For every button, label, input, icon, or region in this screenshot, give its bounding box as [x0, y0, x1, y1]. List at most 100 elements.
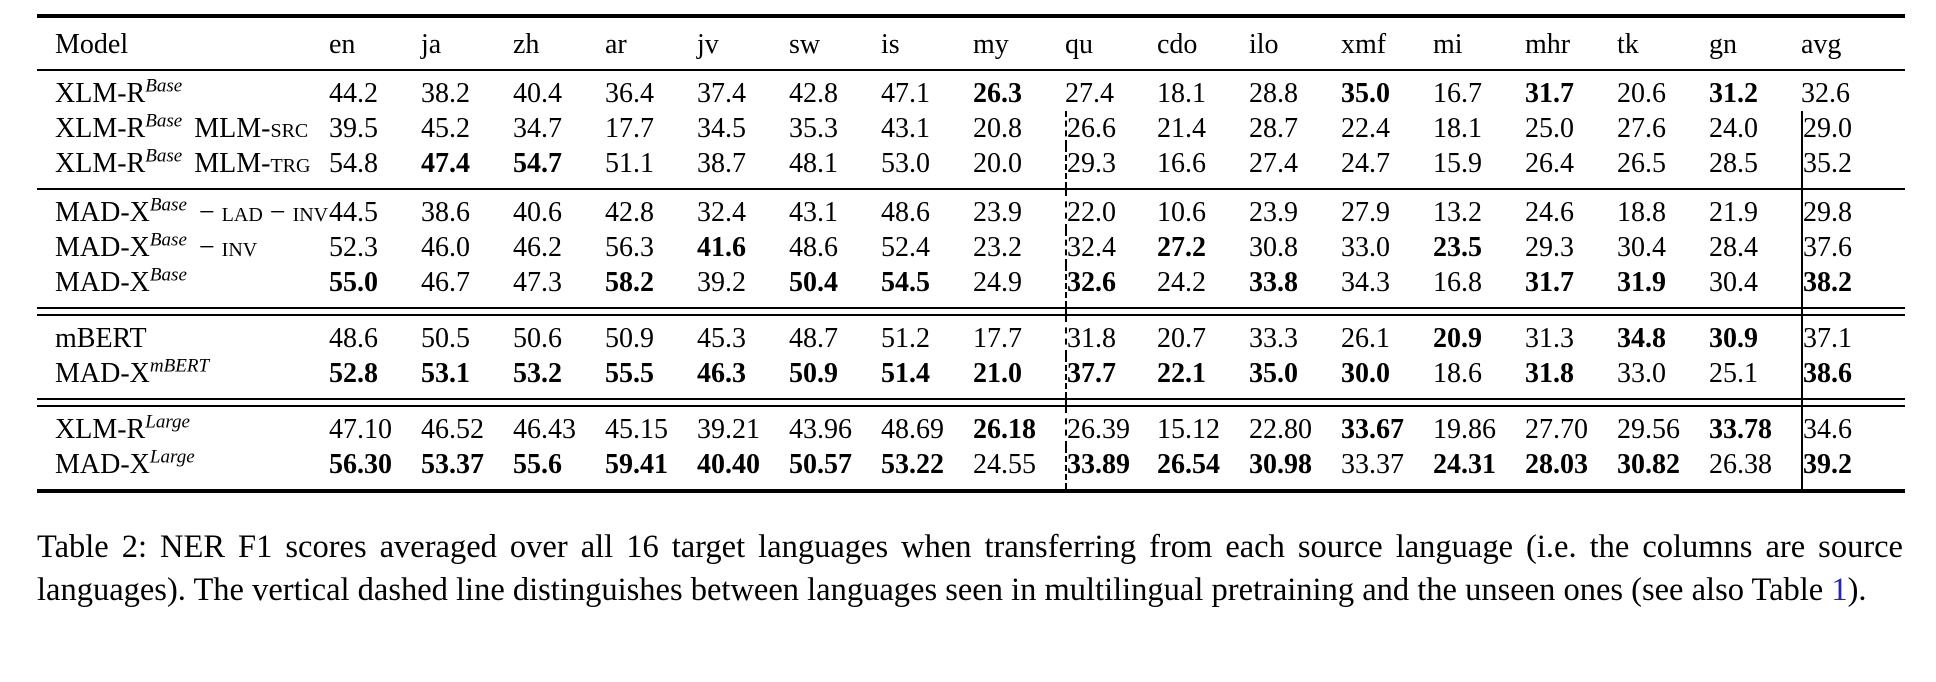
- score-cell: 27.6: [1617, 113, 1666, 144]
- column-header-model: Model: [37, 18, 329, 71]
- score-cell: 27.9: [1341, 197, 1390, 228]
- model-suffix: MLM-trg: [194, 148, 310, 179]
- model-name: MAD-X: [55, 449, 150, 480]
- score-cell: 31.8: [1525, 358, 1574, 389]
- score-cell: 26.39: [1065, 407, 1157, 447]
- table-row: XLM-RBase MLM-trg 54.8 47.4 54.7 51.1 38.7 48.1…: [37, 146, 1905, 188]
- score-cell: 48.6: [881, 197, 930, 228]
- column-header-my: my: [973, 18, 1065, 71]
- score-cell: 31.7: [1525, 78, 1574, 109]
- score-cell: 40.4: [513, 78, 562, 109]
- score-cell: 33.89: [1065, 447, 1157, 489]
- rule-cell: [1065, 398, 1157, 407]
- score-cell: 48.7: [789, 323, 838, 354]
- score-cell: 29.56: [1617, 414, 1680, 445]
- rule-cell: [1341, 307, 1433, 316]
- score-cell: 30.8: [1249, 232, 1298, 263]
- score-cell: 59.41: [605, 449, 668, 480]
- table-row: MAD-XBase − inv 52.3 46.0 46.2 56.3 41.6 48.6 52…: [37, 230, 1905, 265]
- table-row: XLM-RLarge 47.10 46.52 46.43 45.15 39.21 43.96…: [37, 407, 1905, 447]
- score-cell: 37.7: [1065, 356, 1157, 398]
- score-cell: 27.4: [1249, 148, 1298, 179]
- score-cell: 55.0: [329, 267, 378, 298]
- model-superscript: Large: [149, 446, 195, 468]
- score-cell: 45.2: [421, 113, 470, 144]
- score-cell: 40.6: [513, 197, 562, 228]
- score-cell: 30.98: [1249, 449, 1312, 480]
- score-cell: 51.1: [605, 148, 654, 179]
- model-superscript: mBERT: [149, 355, 210, 377]
- score-cell: 53.37: [421, 449, 484, 480]
- model-superscript: Large: [145, 411, 190, 433]
- table-1-link[interactable]: 1: [1831, 572, 1848, 608]
- rule-cell: [1065, 307, 1157, 316]
- score-cell: 44.5: [329, 197, 378, 228]
- rule-cell: [513, 188, 605, 190]
- model-label: XLM-RBase MLM-src: [37, 111, 329, 146]
- score-cell: 27.2: [1157, 232, 1206, 263]
- score-cell: 46.52: [421, 414, 484, 445]
- score-cell: 33.78: [1709, 414, 1772, 445]
- score-cell: 35.3: [789, 113, 838, 144]
- table-caption: Table 2: NER F1 scores averaged over all…: [37, 526, 1903, 612]
- score-cell: 18.6: [1433, 358, 1482, 389]
- score-cell: 31.8: [1065, 316, 1157, 356]
- score-cell: 26.6: [1065, 111, 1157, 146]
- score-cell: 29.0: [1801, 111, 1905, 146]
- score-cell: 52.4: [881, 232, 930, 263]
- score-cell: 28.03: [1525, 449, 1588, 480]
- score-cell: 37.6: [1801, 230, 1905, 265]
- score-cell: 43.1: [789, 197, 838, 228]
- score-cell: 32.4: [697, 197, 746, 228]
- score-cell: 52.8: [329, 358, 378, 389]
- score-cell: 42.8: [605, 197, 654, 228]
- score-cell: 24.55: [973, 449, 1036, 480]
- model-suffix-smallcaps: − inv: [198, 232, 258, 263]
- double-rule-separator: [37, 307, 1905, 316]
- score-cell: 26.1: [1341, 323, 1390, 354]
- score-cell: 33.3: [1249, 323, 1298, 354]
- score-cell: 26.5: [1617, 148, 1666, 179]
- model-name: XLM-R: [55, 78, 146, 109]
- score-cell: 30.0: [1341, 358, 1390, 389]
- score-cell: 22.4: [1341, 113, 1390, 144]
- rule-cell: [1065, 188, 1157, 190]
- score-cell: 53.2: [513, 358, 562, 389]
- model-label: MAD-XBase: [37, 265, 329, 307]
- score-cell: 18.1: [1433, 113, 1482, 144]
- score-cell: 25.1: [1709, 358, 1758, 389]
- score-cell: 30.9: [1709, 323, 1758, 354]
- score-cell: 34.5: [697, 113, 746, 144]
- score-cell: 53.0: [881, 148, 930, 179]
- score-cell: 16.7: [1433, 78, 1482, 109]
- rule-cell: [37, 307, 329, 316]
- score-cell: 21.0: [973, 358, 1022, 389]
- rule-cell: [1801, 307, 1905, 316]
- model-name: mBERT: [55, 323, 147, 354]
- column-header-xmf: xmf: [1341, 18, 1433, 71]
- rule-cell: [973, 398, 1065, 407]
- rule-cell: [1157, 307, 1249, 316]
- rule-cell: [513, 398, 605, 407]
- model-label: MAD-XLarge: [37, 447, 329, 489]
- score-cell: 34.6: [1801, 407, 1905, 447]
- column-header-en: en: [329, 18, 421, 71]
- column-header-mi: mi: [1433, 18, 1525, 71]
- score-cell: 24.2: [1157, 267, 1206, 298]
- model-superscript: Base: [149, 264, 187, 286]
- rule-cell: [1617, 398, 1709, 407]
- table-row: MAD-XmBERT 52.8 53.1 53.2 55.5 46.3 50.9 51.4 21…: [37, 356, 1905, 398]
- score-cell: 31.9: [1617, 267, 1666, 298]
- rule-cell: [329, 398, 421, 407]
- score-cell: 30.82: [1617, 449, 1680, 480]
- score-cell: 52.3: [329, 232, 378, 263]
- rule-cell: [1341, 398, 1433, 407]
- score-cell: 33.0: [1341, 232, 1390, 263]
- score-cell: 32.6: [1065, 265, 1157, 307]
- column-header-gn: gn: [1709, 18, 1801, 71]
- score-cell: 16.8: [1433, 267, 1482, 298]
- score-cell: 21.4: [1157, 113, 1206, 144]
- score-cell: 53.22: [881, 449, 944, 480]
- model-label: mBERT: [37, 316, 329, 356]
- rule-cell: [789, 188, 881, 190]
